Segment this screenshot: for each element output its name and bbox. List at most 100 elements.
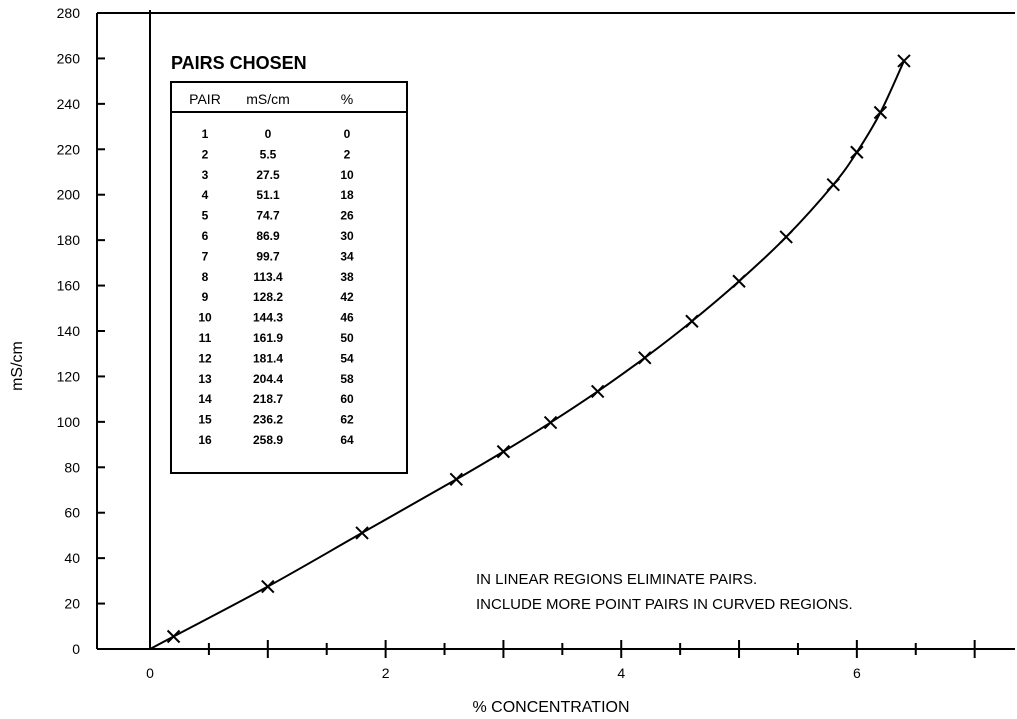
table-cell: 0 [344,127,351,141]
table-header: PAIR mS/cm% [189,91,353,107]
table-cell: 62 [340,413,354,427]
axes [96,10,1015,650]
x-tick-label: 6 [853,665,861,681]
table-cell: 11 [199,331,212,345]
table-row: 3 27.5 10 [202,168,354,182]
table-cell: 258.9 [253,433,283,447]
table-cell: 58 [340,372,354,386]
table-row: 11 161.9 50 [199,331,354,345]
table-cell: 2 [202,147,209,161]
ticks: 0204060801001201401601802002202402602800… [57,5,976,681]
table-cell: 14 [198,392,212,406]
table-cell: 99.7 [256,249,280,263]
table-cell: 64 [340,433,354,447]
table-row: 7 99.7 34 [202,249,354,263]
y-axis-label: mS/cm [9,341,26,391]
table-row: 8 113.4 38 [202,270,354,284]
data-point-marker [166,629,181,644]
y-tick-label: 80 [64,459,80,475]
table-cell: 51.1 [256,188,280,202]
data-point-marker [873,105,888,120]
table-cell: 5 [202,209,209,223]
table-cell: 54 [340,351,354,365]
table-cell: 27.5 [256,168,280,182]
data-point-marker [496,444,511,459]
data-point-marker [685,314,699,328]
table-cell: 60 [340,392,354,406]
data-point-marker [850,145,864,159]
table-cell: 16 [198,433,212,447]
table-cell: 4 [202,188,209,202]
y-tick-label: 220 [57,141,81,157]
table-cell: 128.2 [253,290,283,304]
table-cell: 5.5 [260,147,277,161]
table-cell: 13 [198,372,212,386]
table-cell: 38 [340,270,354,284]
data-point-marker [449,472,464,487]
table-cell: 0 [265,127,272,141]
table-cell: 50 [340,331,354,345]
table-cell: 15 [198,413,212,427]
table-cell: 8 [202,270,209,284]
table-row: 2 5.5 2 [202,147,351,161]
x-tick-label: 4 [617,665,625,681]
table-cell: 10 [340,168,354,182]
table-body: 1 0 02 5.5 23 27.5 104 51.1 185 74.7 266 86.9 307 99.… [198,127,354,447]
data-point-marker [543,415,558,430]
annotation-line-2: INCLUDE MORE POINT PAIRS IN CURVED REGIO… [476,596,853,613]
table-cell: 6 [202,229,209,243]
y-tick-label: 280 [57,5,81,21]
y-tick-label: 40 [64,550,80,566]
table-header-cell: mS/cm [246,91,290,107]
table-cell: 218.7 [253,392,283,406]
table-row: 13 204.4 58 [198,372,354,386]
table-row: 16 258.9 64 [198,433,354,447]
table-cell: 12 [198,351,212,365]
table-cell: 181.4 [253,351,283,365]
table-cell: 7 [202,249,209,263]
y-tick-label: 100 [57,414,81,430]
table-row: 6 86.9 30 [202,229,354,243]
y-tick-label: 140 [57,323,81,339]
table-cell: 46 [340,311,354,325]
table-cell: 18 [340,188,354,202]
y-tick-label: 260 [57,50,81,66]
table-cell: 144.3 [253,311,283,325]
table-cell: 236.2 [253,413,283,427]
table-row: 10 144.3 46 [198,311,354,325]
y-tick-label: 120 [57,368,81,384]
annotation-line-1: IN LINEAR REGIONS ELIMINATE PAIRS. [476,571,757,588]
y-tick-label: 0 [72,641,80,657]
table-cell: 161.9 [253,331,283,345]
table-cell: 42 [340,290,354,304]
data-point-marker [638,351,652,365]
table-row: 1 0 0 [202,127,351,141]
data-series [149,54,911,650]
table-header-cell: % [341,91,353,107]
table-cell: 1 [202,127,209,141]
table-row: 12 181.4 54 [198,351,354,365]
table-title: PAIRS CHOSEN [171,53,307,73]
data-point-marker [826,178,840,192]
table-cell: 10 [198,311,212,325]
x-tick-label: 2 [382,665,390,681]
y-tick-label: 240 [57,96,81,112]
data-point-marker [261,579,275,594]
table-row: 5 74.7 26 [202,209,354,223]
table-cell: 26 [340,209,354,223]
x-tick-label: 0 [146,665,154,681]
table-cell: 2 [344,147,351,161]
table-row: 14 218.7 60 [198,392,354,406]
table-cell: 86.9 [256,229,280,243]
data-point-marker [897,54,911,68]
table-cell: 204.4 [253,372,283,386]
table-cell: 30 [340,229,354,243]
data-point-marker [732,274,746,288]
table-row: 9 128.2 42 [202,290,354,304]
table-cell: 9 [202,290,209,304]
table-row: 15 236.2 62 [198,413,354,427]
table-cell: 3 [202,168,209,182]
table-cell: 113.4 [253,270,283,284]
y-tick-label: 20 [64,596,80,612]
